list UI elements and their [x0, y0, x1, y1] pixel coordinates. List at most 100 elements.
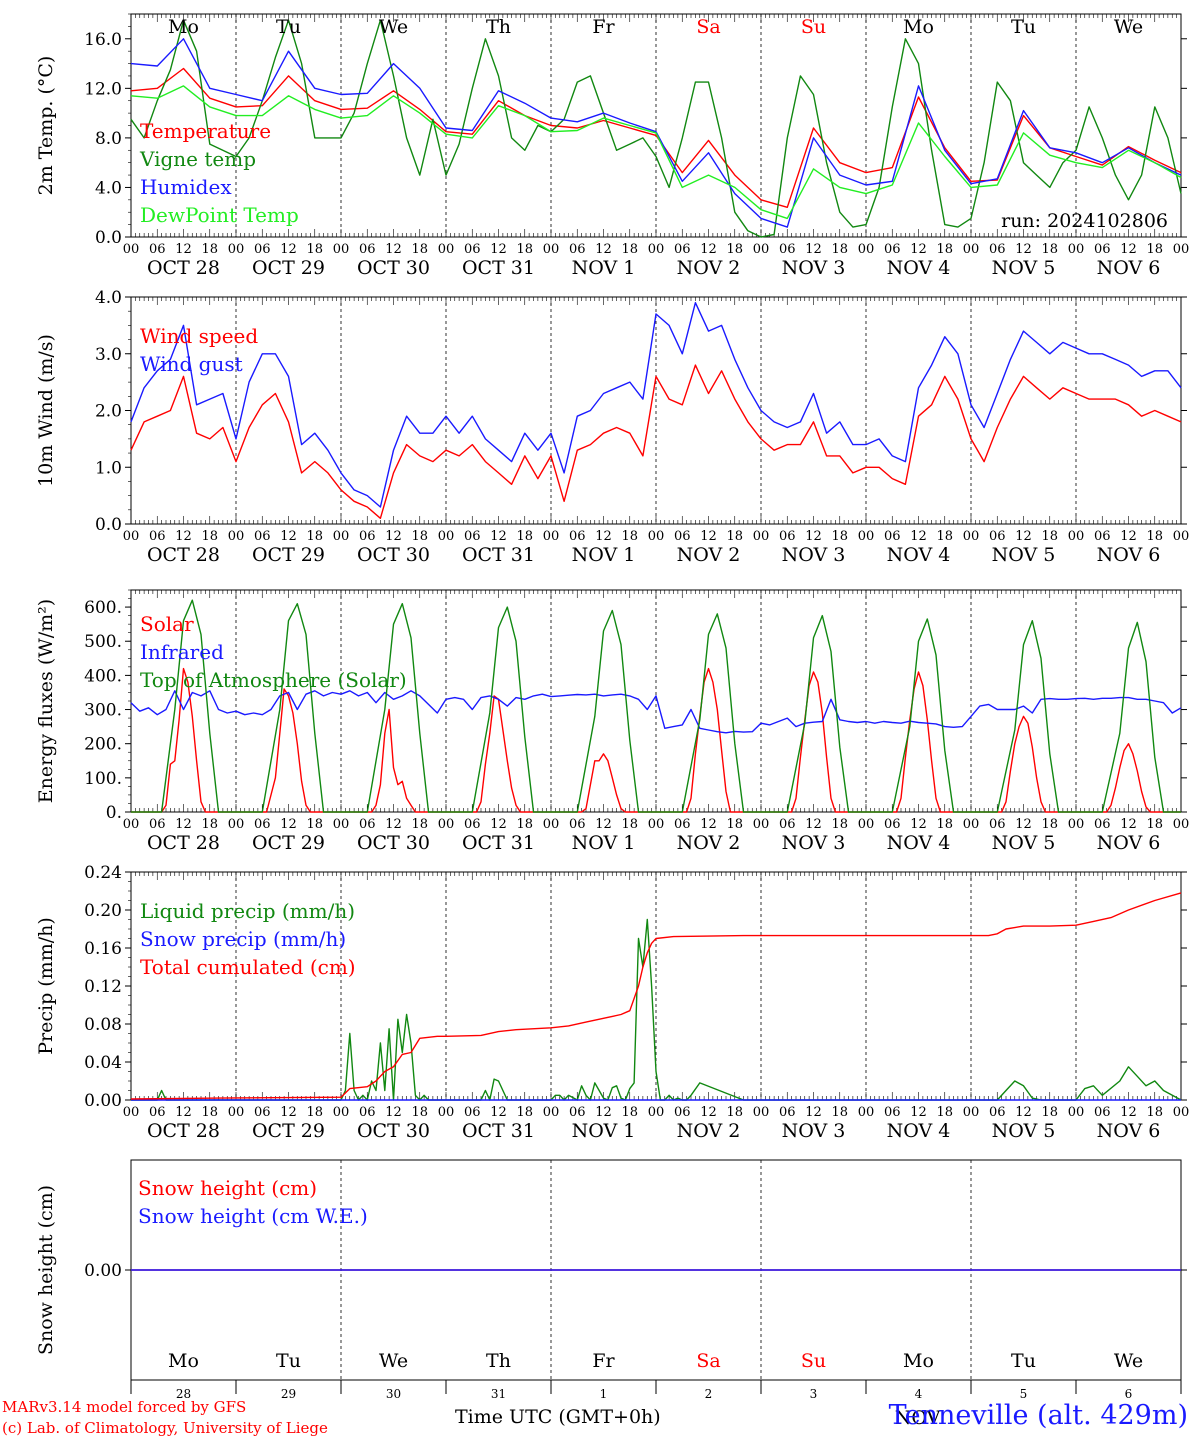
hour-tick-label: 18 — [831, 817, 848, 832]
hour-tick-label: 12 — [1120, 817, 1137, 832]
hour-tick-label: 18 — [726, 817, 743, 832]
hour-tick-label: 06 — [1094, 817, 1111, 832]
y-axis-label: 10m Wind (m/s) — [35, 334, 57, 487]
hour-tick-label: 18 — [411, 817, 428, 832]
weekday-label-bottom: We — [379, 1350, 408, 1372]
y-tick-label: 0.24 — [84, 863, 122, 883]
day-number-label: 5 — [1020, 1387, 1028, 1401]
hour-tick-label: 06 — [674, 242, 691, 257]
day-number-label: 3 — [810, 1387, 818, 1401]
hour-tick-label: 18 — [201, 529, 218, 544]
y-tick-label: 8.0 — [95, 129, 122, 149]
legend-entry: DewPoint Temp — [140, 203, 299, 227]
hour-tick-label: 12 — [805, 529, 822, 544]
hour-tick-label: 00 — [858, 529, 875, 544]
y-tick-label: 0.0 — [95, 228, 122, 248]
hour-tick-label: 12 — [490, 529, 507, 544]
y-tick-label: 16.0 — [84, 30, 122, 50]
hour-tick-label: 18 — [936, 529, 953, 544]
weekday-label-bottom: Su — [801, 1350, 826, 1372]
hour-tick-label: 06 — [149, 1105, 166, 1120]
hour-tick-label: 12 — [595, 242, 612, 257]
month-label: NOV — [895, 1407, 941, 1429]
hour-tick-label: 12 — [280, 529, 297, 544]
date-label: NOV 2 — [677, 832, 741, 854]
date-label: OCT 28 — [147, 832, 220, 854]
run-label: run: 2024102806 — [1001, 210, 1168, 232]
hour-tick-label: 06 — [674, 1105, 691, 1120]
date-label: OCT 29 — [252, 832, 325, 854]
hour-tick-label: 18 — [306, 1105, 323, 1120]
y-tick-label: 12.0 — [84, 79, 122, 99]
hour-tick-label: 18 — [726, 529, 743, 544]
day-number-label: 30 — [386, 1387, 401, 1401]
hour-tick-label: 12 — [805, 1105, 822, 1120]
hour-tick-label: 12 — [1015, 242, 1032, 257]
hour-tick-label: 18 — [1041, 529, 1058, 544]
hour-tick-label: 12 — [595, 817, 612, 832]
date-label: NOV 2 — [677, 257, 741, 279]
hour-tick-label: 18 — [306, 242, 323, 257]
hour-tick-label: 06 — [464, 817, 481, 832]
hour-tick-label: 00 — [438, 817, 455, 832]
station-name: Tenneville (alt. 429m) — [888, 1400, 1188, 1431]
weekday-label-bottom: Sa — [696, 1350, 720, 1372]
series-line — [130, 690, 1182, 734]
hour-tick-label: 12 — [805, 817, 822, 832]
hour-tick-label: 12 — [280, 817, 297, 832]
hour-tick-label: 18 — [726, 1105, 743, 1120]
series-line — [130, 85, 1182, 220]
date-label: NOV 2 — [677, 1120, 741, 1142]
hour-tick-label: 12 — [910, 817, 927, 832]
hour-tick-label: 18 — [936, 817, 953, 832]
weekday-label: Tu — [1011, 16, 1036, 38]
hour-tick-label: 06 — [779, 529, 796, 544]
legend-entry: Solar — [140, 612, 194, 636]
legend-entry: Humidex — [140, 175, 232, 199]
legend-entry: Wind gust — [140, 352, 243, 376]
hour-tick-label: 06 — [569, 529, 586, 544]
date-label: OCT 30 — [357, 832, 430, 854]
date-label: NOV 6 — [1097, 832, 1161, 854]
hour-tick-label: 06 — [464, 529, 481, 544]
weekday-label-bottom: We — [1114, 1350, 1143, 1372]
day-number-label: 31 — [491, 1387, 506, 1401]
hour-tick-label: 00 — [1068, 529, 1085, 544]
day-number-label: 6 — [1125, 1387, 1133, 1401]
hour-tick-label: 06 — [359, 529, 376, 544]
hour-tick-label: 06 — [464, 1105, 481, 1120]
hour-tick-label: 12 — [175, 1105, 192, 1120]
y-tick-label: 0.04 — [84, 1053, 122, 1073]
date-label: OCT 28 — [147, 257, 220, 279]
hour-tick-label: 00 — [438, 529, 455, 544]
y-axis-label: Energy fluxes (W/m²) — [35, 599, 57, 803]
hour-tick-label: 06 — [359, 242, 376, 257]
hour-tick-label: 06 — [464, 242, 481, 257]
date-label: NOV 3 — [782, 1120, 846, 1142]
hour-tick-label: 18 — [936, 242, 953, 257]
hour-tick-label: 00 — [753, 817, 770, 832]
hour-tick-label: 00 — [1173, 817, 1190, 832]
hour-tick-label: 18 — [411, 1105, 428, 1120]
date-label: NOV 1 — [572, 832, 636, 854]
hour-tick-label: 06 — [989, 242, 1006, 257]
y-tick-label: 200. — [84, 735, 122, 755]
date-label: OCT 29 — [252, 544, 325, 566]
legend-entry: Vigne temp — [139, 147, 256, 171]
hour-tick-label: 06 — [674, 817, 691, 832]
date-label: NOV 5 — [992, 832, 1056, 854]
series-line — [131, 599, 1181, 813]
y-tick-label: 0.20 — [84, 901, 122, 921]
hour-tick-label: 18 — [621, 1105, 638, 1120]
hour-tick-label: 00 — [648, 242, 665, 257]
hour-tick-label: 00 — [543, 1105, 560, 1120]
hour-tick-label: 12 — [700, 242, 717, 257]
hour-tick-label: 00 — [438, 1105, 455, 1120]
y-tick-label: 100. — [84, 769, 122, 789]
hour-tick-label: 18 — [516, 817, 533, 832]
date-label: OCT 30 — [357, 1120, 430, 1142]
y-tick-label: 3.0 — [95, 345, 122, 365]
y-tick-label: 400. — [84, 666, 122, 686]
